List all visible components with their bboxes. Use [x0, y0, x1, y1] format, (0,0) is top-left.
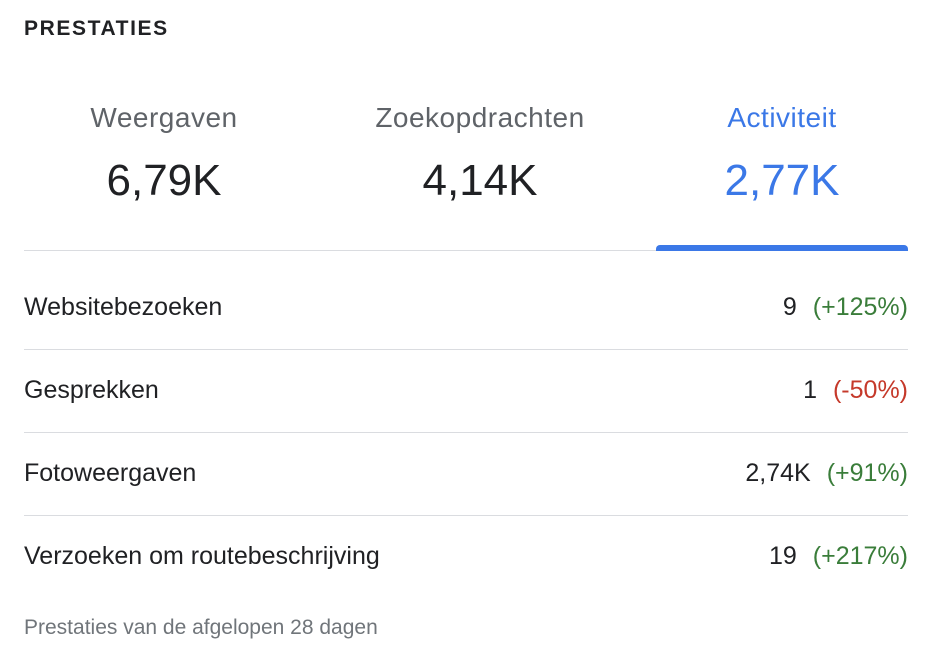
metric-tabs: Weergaven 6,79K Zoekopdrachten 4,14K Act…	[24, 90, 908, 251]
tab-activiteit[interactable]: Activiteit 2,77K	[656, 90, 908, 251]
metric-change: (+217%)	[812, 542, 908, 570]
metric-values: 2,74K (+91%)	[745, 459, 908, 488]
metric-change: (+125%)	[812, 293, 908, 321]
metric-row-routebeschrijving: Verzoeken om routebeschrijving 19 (+217%…	[24, 516, 908, 599]
tab-zoekopdrachten[interactable]: Zoekopdrachten 4,14K	[324, 90, 636, 250]
tab-value: 2,77K	[724, 156, 840, 205]
tab-label: Weergaven	[90, 102, 238, 133]
metric-change: (+91%)	[826, 458, 908, 487]
metric-value: 1	[803, 375, 817, 404]
metric-values: 9 (+125%)	[783, 293, 908, 322]
tab-label: Zoekopdrachten	[375, 102, 585, 133]
footer-note: Prestaties van de afgelopen 28 dagen	[24, 616, 378, 639]
tab-weergaven[interactable]: Weergaven 6,79K	[24, 90, 304, 250]
metric-value: 19	[768, 542, 797, 570]
metric-value: 2,74K	[745, 458, 811, 487]
section-title: PRESTATIES	[24, 17, 169, 40]
metric-values: 19 (+217%)	[769, 542, 908, 571]
metric-row-websitebezoeken: Websitebezoeken 9 (+125%)	[24, 268, 908, 350]
metric-label: Fotoweergaven	[24, 458, 197, 487]
metric-label: Websitebezoeken	[24, 293, 223, 321]
active-tab-indicator	[656, 245, 908, 251]
metric-values: 1 (-50%)	[803, 376, 908, 405]
tab-value: 6,79K	[106, 156, 222, 205]
tab-label: Activiteit	[727, 102, 837, 133]
metric-row-gesprekken: Gesprekken 1 (-50%)	[24, 350, 908, 433]
metrics-list: Websitebezoeken 9 (+125%) Gesprekken 1 (…	[24, 268, 908, 599]
metric-change: (-50%)	[832, 375, 908, 404]
metric-label: Gesprekken	[24, 375, 159, 404]
metric-label: Verzoeken om routebeschrijving	[24, 542, 380, 570]
tab-value: 4,14K	[422, 156, 538, 205]
metric-row-fotoweergaven: Fotoweergaven 2,74K (+91%)	[24, 433, 908, 516]
metric-value: 9	[782, 293, 797, 321]
